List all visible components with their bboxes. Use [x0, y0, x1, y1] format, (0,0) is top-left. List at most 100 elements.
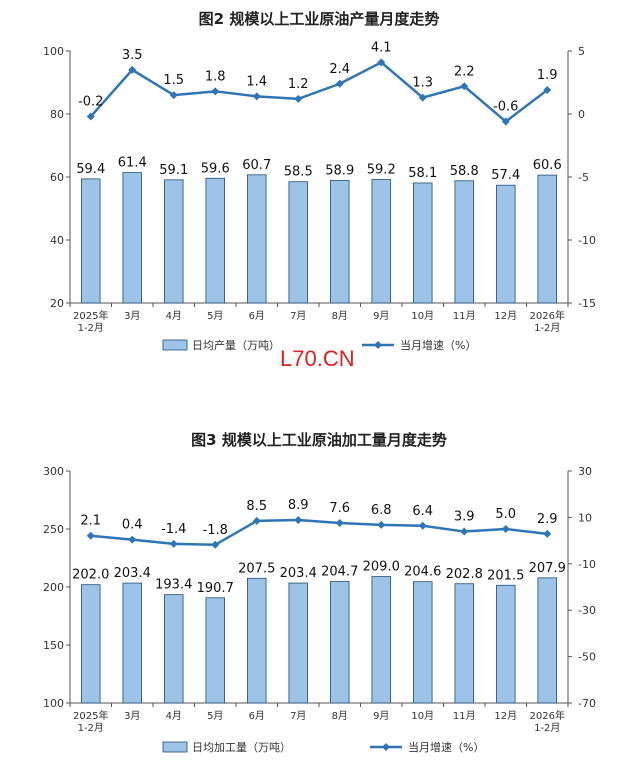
bar-value-label: 59.1 — [159, 163, 188, 178]
line-value-label: 6.4 — [412, 504, 433, 519]
bar-value-label: 58.1 — [408, 166, 437, 181]
right-tick-label: -5 — [578, 171, 589, 184]
x-tick-label: 3月 — [124, 710, 140, 722]
x-tick-label: 5月 — [207, 710, 223, 722]
line-value-label: 0.4 — [122, 518, 143, 533]
bar-value-label: 203.4 — [114, 566, 151, 581]
bar — [81, 584, 101, 704]
left-tick-label: 60 — [50, 171, 64, 184]
chart-title: 图2 规模以上工业原油产量月度走势 — [199, 10, 440, 28]
bar-value-label: 61.4 — [118, 156, 147, 171]
line-point — [128, 65, 137, 74]
x-tick-label: 7月 — [290, 310, 306, 322]
line-point — [211, 540, 220, 549]
left-tick-label: 300 — [43, 465, 64, 478]
line-point — [252, 516, 261, 525]
bar-value-label: 207.9 — [529, 561, 566, 576]
bar-value-label: 207.5 — [238, 561, 275, 576]
line-value-label: 6.8 — [371, 503, 392, 518]
bar-value-label: 59.2 — [367, 163, 396, 178]
x-tick-label: 2026年 1-2月 — [530, 709, 565, 734]
legend-line-label: 当月增速（%） — [400, 338, 476, 352]
line-value-label: -1.8 — [203, 523, 228, 538]
right-tick-label: -10 — [578, 234, 596, 247]
line-value-label: 2.9 — [537, 512, 558, 527]
line-point — [460, 527, 469, 536]
line-value-label: 8.5 — [246, 499, 267, 514]
line-value-label: 1.5 — [163, 73, 184, 88]
bar — [330, 581, 350, 704]
bar-value-label: 60.6 — [533, 158, 562, 173]
right-tick-label: -15 — [578, 297, 596, 310]
growth-line — [90, 518, 548, 547]
line-value-label: 7.6 — [329, 501, 350, 516]
bar-value-label: 209.0 — [363, 560, 400, 575]
bar — [81, 178, 101, 304]
x-tick-label: 3月 — [124, 310, 140, 322]
x-tick-label: 8月 — [332, 710, 348, 722]
bar-value-label: 202.0 — [72, 568, 109, 583]
x-tick-label: 2025年 1-2月 — [73, 709, 108, 734]
right-tick-label: -50 — [578, 651, 596, 664]
bar — [454, 180, 474, 304]
bar — [371, 576, 391, 704]
right-tick-label: 5 — [578, 45, 585, 58]
x-tick-label: 6月 — [249, 310, 265, 322]
line-point — [377, 58, 386, 67]
legend-line-marker — [382, 743, 390, 751]
line-point — [335, 79, 344, 88]
x-tick-label: 2026年 1-2月 — [530, 309, 565, 334]
bar-value-label: 58.5 — [284, 165, 313, 180]
legend-line-label: 当月增速（%） — [408, 740, 484, 754]
line-point — [460, 82, 469, 91]
line-point — [211, 87, 220, 96]
line-value-label: 8.9 — [288, 498, 309, 513]
bar — [288, 181, 308, 304]
left-tick-label: 150 — [43, 639, 64, 652]
legend-line-marker — [374, 341, 382, 349]
bar — [122, 172, 142, 304]
left-tick-label: 80 — [50, 108, 64, 121]
line-value-label: -1.4 — [161, 522, 186, 537]
bar — [288, 582, 308, 704]
legend-bar-swatch — [162, 339, 188, 351]
bar — [164, 179, 184, 304]
x-tick-label: 10月 — [411, 710, 434, 722]
line-point — [169, 539, 178, 548]
bar-value-label: 59.6 — [201, 161, 230, 176]
line-point — [501, 117, 510, 126]
bar-value-label: 204.7 — [321, 565, 358, 580]
bar-value-label: 203.4 — [280, 566, 317, 581]
x-tick-label: 4月 — [166, 710, 182, 722]
legend-bar-swatch — [162, 741, 188, 753]
left-tick-label: 20 — [50, 297, 64, 310]
bar-value-label: 201.5 — [487, 568, 524, 583]
line-point — [543, 529, 552, 538]
bar — [205, 177, 225, 304]
line-point — [169, 91, 178, 100]
line-value-label: 1.3 — [412, 76, 433, 91]
bar — [454, 583, 474, 704]
line-point — [86, 112, 95, 121]
line-point — [418, 521, 427, 530]
bar — [247, 174, 267, 304]
bar-value-label: 190.7 — [197, 581, 234, 596]
bar-value-label: 59.4 — [76, 162, 105, 177]
bar — [537, 577, 557, 704]
line-point — [418, 93, 427, 102]
line-point — [294, 94, 303, 103]
x-tick-label: 9月 — [373, 310, 389, 322]
bar-value-label: 202.8 — [446, 567, 483, 582]
x-tick-label: 8月 — [332, 310, 348, 322]
line-value-label: -0.2 — [78, 95, 103, 110]
left-tick-label: 40 — [50, 234, 64, 247]
bar-value-label: 60.7 — [242, 158, 271, 173]
bar-value-label: 204.6 — [404, 565, 441, 580]
bar — [413, 182, 433, 304]
x-tick-label: 6月 — [249, 710, 265, 722]
right-tick-label: 30 — [578, 465, 592, 478]
x-tick-label: 4月 — [166, 310, 182, 322]
chart-1: 图2 规模以上工业原油产量月度走势 20 40 60 80 100 -15 -10 -5 0 5 20… — [43, 10, 596, 352]
bar-value-label: 57.4 — [491, 168, 520, 183]
